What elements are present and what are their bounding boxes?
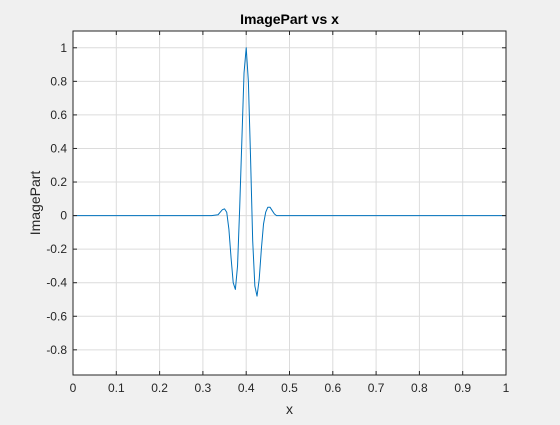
y-tick-label: -0.2 xyxy=(46,242,67,256)
tick-marks xyxy=(72,31,507,375)
y-tick-label: 0.4 xyxy=(50,141,67,155)
x-tick-label: 0.9 xyxy=(454,381,471,395)
series-line xyxy=(73,47,506,297)
x-tick-label: 0.2 xyxy=(151,381,168,395)
y-tick-label: 0.2 xyxy=(50,175,67,189)
data-layer xyxy=(73,47,506,297)
x-axis-label: x xyxy=(286,401,293,417)
chart-title: ImagePart vs x xyxy=(240,11,339,27)
x-tick-label: 0 xyxy=(70,381,77,395)
y-tick-labels: 1 0.8 0.6 0.4 0.2 0 -0.2 -0.4 -0.6 -0.8 xyxy=(46,41,67,357)
y-tick-label: 0 xyxy=(60,209,67,223)
y-axis-label: ImagePart xyxy=(27,171,43,236)
x-tick-label: 0.6 xyxy=(324,381,341,395)
y-tick-label: 0.6 xyxy=(50,108,67,122)
y-tick-label: 0.8 xyxy=(50,74,67,88)
y-tick-label: -0.8 xyxy=(46,343,67,357)
x-tick-label: 0.4 xyxy=(238,381,255,395)
y-tick-label: 1 xyxy=(60,41,67,55)
x-tick-label: 1 xyxy=(503,381,510,395)
x-tick-label: 0.5 xyxy=(281,381,298,395)
x-tick-labels: 0 0.1 0.2 0.3 0.4 0.5 0.6 0.7 0.8 0.9 1 xyxy=(70,381,510,395)
x-tick-label: 0.3 xyxy=(195,381,212,395)
x-tick-label: 0.7 xyxy=(368,381,385,395)
x-tick-label: 0.1 xyxy=(108,381,125,395)
y-tick-label: -0.4 xyxy=(46,276,67,290)
x-tick-label: 0.8 xyxy=(411,381,428,395)
y-tick-label: -0.6 xyxy=(46,309,67,323)
